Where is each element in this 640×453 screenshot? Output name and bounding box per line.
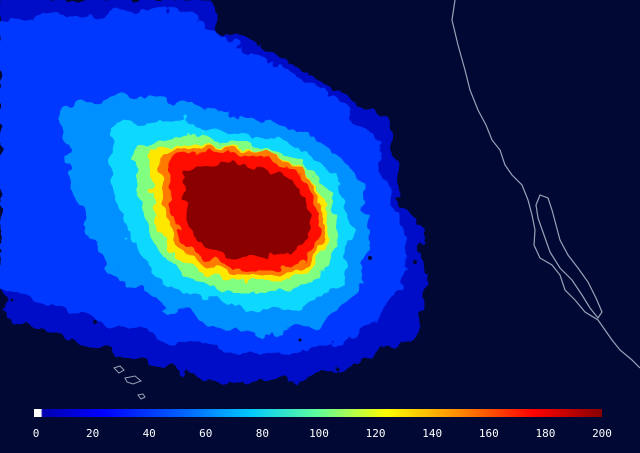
colorbar-tick-label: 80: [255, 427, 270, 440]
plume-core-region: [184, 162, 310, 258]
colorbar-tick-label: 20: [85, 427, 100, 440]
colorbar-tick-label: 120: [365, 427, 386, 440]
island-outlines: [113, 365, 146, 400]
colorbar-tick-label: 160: [478, 427, 499, 440]
colorbar-tick-label: 0: [32, 427, 40, 440]
colorbar-tick-label: 100: [309, 427, 329, 440]
peninsula-outline: [535, 194, 603, 320]
colorbar: [34, 409, 602, 417]
colorbar-tick-label: 60: [199, 427, 213, 440]
plume-speckles: [10, 256, 417, 342]
colorbar-tick-label: 140: [422, 427, 443, 440]
colorbar-tick-label: 180: [535, 427, 556, 440]
colorbar-tick-label: 40: [142, 427, 156, 440]
colorbar-tick-label: 200: [592, 427, 612, 440]
coastline: [451, 0, 640, 369]
plume-field-map: [0, 0, 640, 400]
